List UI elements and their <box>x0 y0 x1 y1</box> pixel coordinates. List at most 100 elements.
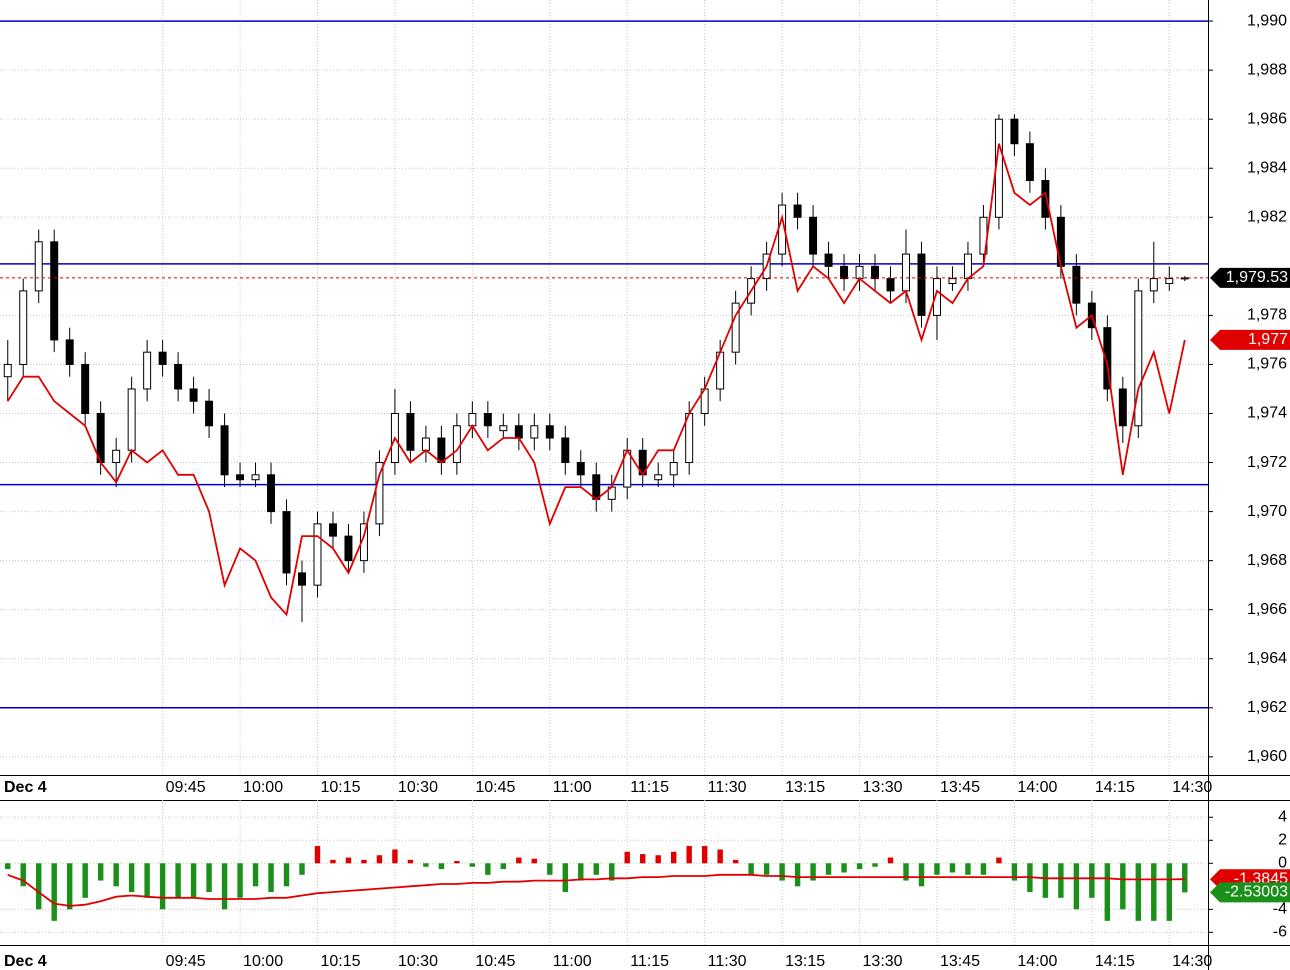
candle-body <box>19 290 28 365</box>
histogram-bar <box>810 863 816 881</box>
y-tick-label: 1,988 <box>1247 61 1287 78</box>
histogram-bar <box>996 857 1002 864</box>
y-tick-label: 1,974 <box>1247 405 1287 422</box>
candle-body <box>917 253 926 316</box>
x-tick-label: 13:30 <box>863 953 903 970</box>
histogram-bar <box>128 863 135 893</box>
histogram-bar <box>361 859 367 864</box>
y-tick-label: 1,990 <box>1247 12 1287 29</box>
candle-body <box>282 511 291 574</box>
histogram-bar <box>392 849 398 864</box>
histogram-bar <box>423 863 429 867</box>
histogram-bar <box>376 855 383 864</box>
candle-body <box>948 278 957 285</box>
histogram-bar <box>500 863 507 870</box>
x-tick-label: 10:45 <box>475 953 515 970</box>
candle-body <box>824 253 833 267</box>
x-tick-label: 14:00 <box>1017 779 1057 796</box>
x-tick-label: 09:45 <box>166 953 206 970</box>
candle-body <box>731 302 740 353</box>
y-tick-label: 1,984 <box>1247 159 1287 176</box>
candle-body <box>1103 327 1112 390</box>
candle-body <box>3 363 12 378</box>
candle-body <box>452 425 461 464</box>
x-tick-label: 10:15 <box>320 953 360 970</box>
candle-body <box>1025 143 1034 182</box>
x-tick-label: 11:15 <box>630 953 669 970</box>
price-tag-label: 1,979.53 <box>1226 269 1288 286</box>
histogram-bar <box>221 863 228 910</box>
candle-body <box>963 253 972 280</box>
histogram-bar <box>1089 863 1095 898</box>
y-tick-label: -4 <box>1273 901 1287 918</box>
candle-body <box>1056 216 1065 267</box>
histogram-bar <box>887 857 894 864</box>
histogram-bar <box>1011 863 1018 881</box>
histogram-bar <box>283 863 290 887</box>
histogram-bar <box>732 859 739 864</box>
histogram-bar <box>438 863 445 870</box>
y-tick-label: 4 <box>1278 808 1287 825</box>
candle-body <box>174 363 183 390</box>
histogram-bar <box>144 863 150 898</box>
candle-body <box>406 412 415 451</box>
candle-body <box>932 278 941 316</box>
histogram-bar <box>825 863 832 875</box>
histogram-bar <box>686 846 692 864</box>
candle-body <box>267 474 276 513</box>
histogram-bar <box>918 863 925 887</box>
candle-body <box>468 412 477 427</box>
candle-body <box>298 572 306 586</box>
histogram-bar <box>547 863 553 875</box>
y-tick-label: 0 <box>1278 855 1287 872</box>
x-tick-label: 14:30 <box>1172 953 1212 970</box>
histogram-bar <box>51 863 57 921</box>
candle-body <box>1118 388 1127 427</box>
candle-body <box>530 425 539 439</box>
histogram-bar <box>578 863 584 881</box>
price-tag <box>1210 267 1290 288</box>
histogram-bar <box>965 863 971 875</box>
y-tick-label: 1,986 <box>1247 110 1287 127</box>
histogram-bar <box>268 863 274 893</box>
x-tick-label: 11:00 <box>553 953 592 970</box>
candle-body <box>34 241 43 292</box>
histogram-bar <box>717 849 723 864</box>
candle-body <box>112 449 121 464</box>
y-tick-label: 1,970 <box>1247 503 1287 520</box>
candle-body <box>855 265 864 280</box>
histogram-bar <box>345 857 352 864</box>
histogram-bar <box>841 863 847 873</box>
x-tick-label: 13:45 <box>940 779 980 796</box>
histogram-bar <box>794 863 801 887</box>
histogram-bar <box>5 863 11 870</box>
histogram-bar <box>1073 863 1080 910</box>
histogram-bar <box>485 863 491 875</box>
candle-body <box>561 437 570 464</box>
y-tick-label: 1,976 <box>1247 356 1287 373</box>
y-tick-label: 1,972 <box>1247 454 1287 471</box>
candle-body <box>158 351 167 365</box>
candle-body <box>50 241 59 341</box>
histogram-bar <box>593 863 599 875</box>
x-tick-label: 09:45 <box>166 779 206 796</box>
candle-body <box>205 400 214 427</box>
x-tick-label: 14:30 <box>1172 779 1212 796</box>
y-tick-label: 1,964 <box>1247 650 1287 667</box>
y-tick-label: -6 <box>1273 924 1287 941</box>
candle-body <box>313 523 322 586</box>
y-tick-label: 1,978 <box>1247 307 1287 324</box>
candle-body <box>886 278 895 292</box>
x-tick-label: 10:30 <box>398 779 438 796</box>
histogram-bar <box>407 859 414 864</box>
histogram-bar <box>655 855 661 864</box>
price-tag-label: 1,977 <box>1248 331 1288 348</box>
histogram-bar <box>779 863 785 881</box>
histogram-bar <box>516 857 522 864</box>
price-tag <box>1210 329 1290 350</box>
candle-body <box>1165 278 1174 285</box>
histogram-bar <box>82 863 88 898</box>
x-tick-label: 10:30 <box>398 953 438 970</box>
histogram-bar <box>624 851 630 864</box>
histogram-bar <box>1166 863 1172 921</box>
